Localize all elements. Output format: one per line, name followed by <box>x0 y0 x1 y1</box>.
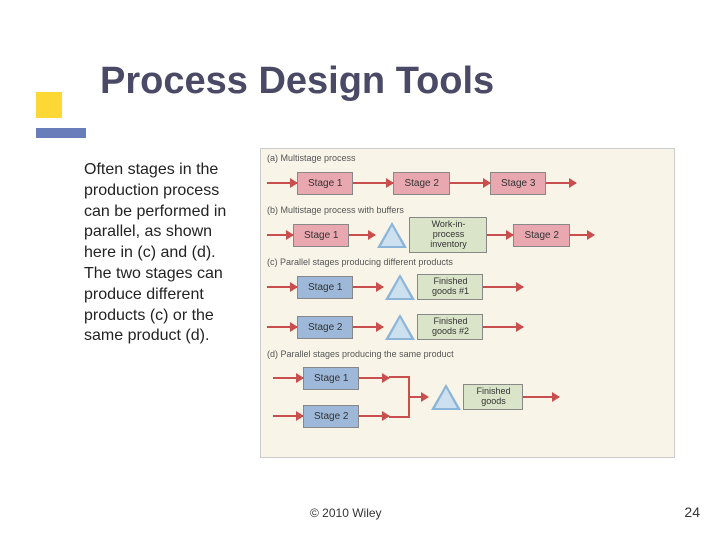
arrow-icon <box>273 377 303 379</box>
goods-box: Finished goods #1 <box>417 274 483 300</box>
section-c-label: (c) Parallel stages producing different … <box>267 257 674 267</box>
buffer-box: Work-in-process inventory <box>409 217 487 253</box>
stage-box: Stage 1 <box>293 224 349 247</box>
stage-box: Stage 2 <box>303 405 359 428</box>
merge-lines-icon <box>389 361 429 433</box>
body-paragraph: Often stages in the production process c… <box>84 160 244 347</box>
arrow-icon <box>483 286 523 288</box>
stage-box: Stage 3 <box>490 172 546 195</box>
arrow-icon <box>359 415 389 417</box>
section-a-label: (a) Multistage process <box>267 153 674 163</box>
triangle-icon <box>385 274 415 300</box>
arrow-icon <box>450 182 490 184</box>
diagram-panel: (a) Multistage process Stage 1 Stage 2 S… <box>260 148 675 458</box>
goods-box: Finished goods #2 <box>417 314 483 340</box>
arrow-icon <box>570 234 594 236</box>
section-c-row1: Stage 1 Finished goods #1 <box>267 269 674 305</box>
section-b-label: (b) Multistage process with buffers <box>267 205 674 215</box>
stage-box: Stage 2 <box>393 172 449 195</box>
arrow-icon <box>523 396 559 398</box>
section-d-label: (d) Parallel stages producing the same p… <box>267 349 674 359</box>
arrow-icon <box>267 182 297 184</box>
section-d-row1: Stage 1 <box>273 362 389 394</box>
arrow-icon <box>487 234 513 236</box>
footer-page-number: 24 <box>684 504 700 520</box>
triangle-icon <box>385 314 415 340</box>
arrow-icon <box>546 182 576 184</box>
stage-box: Stage 1 <box>297 276 353 299</box>
arrow-icon <box>267 234 293 236</box>
stage-box: Stage 1 <box>297 172 353 195</box>
arrow-icon <box>267 326 297 328</box>
triangle-icon <box>377 222 407 248</box>
section-c-row2: Stage 2 Finished goods #2 <box>267 309 674 345</box>
page-title: Process Design Tools <box>100 60 494 103</box>
title-bullet-bar <box>36 128 86 138</box>
triangle-icon <box>431 384 461 410</box>
arrow-icon <box>273 415 303 417</box>
stage-box: Stage 2 <box>297 316 353 339</box>
arrow-icon <box>359 377 389 379</box>
arrow-icon <box>483 326 523 328</box>
arrow-icon <box>349 234 375 236</box>
footer-copyright: © 2010 Wiley <box>310 506 382 520</box>
arrow-icon <box>267 286 297 288</box>
section-a-row: Stage 1 Stage 2 Stage 3 <box>267 165 674 201</box>
arrow-icon <box>353 286 383 288</box>
section-b-row: Stage 1 Work-in-process inventory Stage … <box>267 217 674 253</box>
title-bullet-square <box>36 92 62 118</box>
goods-box: Finished goods <box>463 384 523 410</box>
stage-box: Stage 1 <box>303 367 359 390</box>
arrow-icon <box>353 326 383 328</box>
arrow-icon <box>353 182 393 184</box>
section-d-row2: Stage 2 <box>273 400 389 432</box>
stage-box: Stage 2 <box>513 224 569 247</box>
